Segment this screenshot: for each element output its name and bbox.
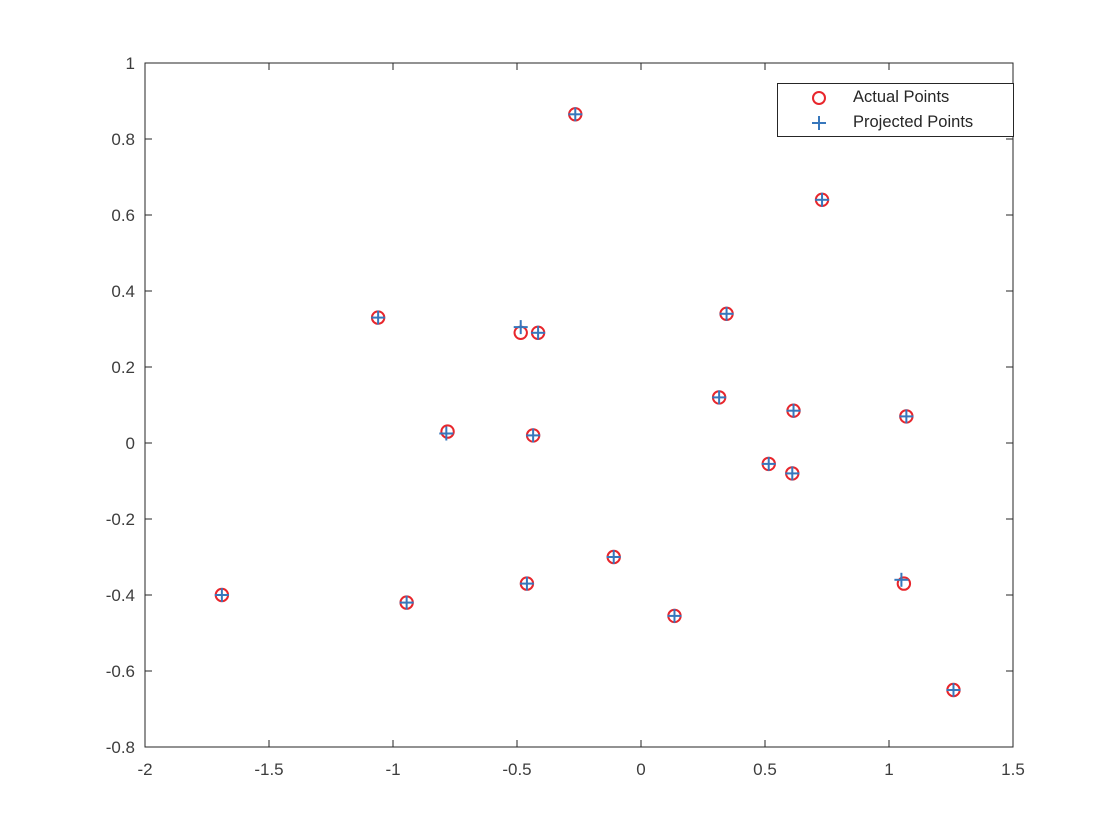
- legend-label-actual-points: Actual Points: [853, 88, 950, 106]
- x-axis-tick-label: 0.5: [753, 760, 777, 779]
- x-axis-tick-label: -1.5: [254, 760, 283, 779]
- legend-label-projected-points: Projected Points: [853, 113, 974, 131]
- legend-item-actual-points: Actual Points: [778, 85, 1013, 110]
- scatter-point-actual: [896, 576, 912, 591]
- y-axis-tick-label: 0.6: [111, 206, 135, 225]
- x-axis-tick-label: 0: [636, 760, 645, 779]
- blue-plus-marker-icon: [812, 115, 826, 130]
- legend-item-projected-points: Projected Points: [778, 110, 1013, 135]
- y-axis-tick-label: 0.4: [111, 282, 135, 301]
- y-axis-tick-label: 0.2: [111, 358, 135, 377]
- axes-box: [144, 62, 1014, 748]
- red-circle-marker-icon: [812, 90, 826, 105]
- x-axis-tick-label: -0.5: [502, 760, 531, 779]
- y-axis-tick-label: -0.6: [106, 662, 135, 681]
- x-axis-tick-label: 1.5: [1001, 760, 1025, 779]
- x-axis-tick-label: 1: [884, 760, 893, 779]
- y-axis-tick-label: -0.2: [106, 510, 135, 529]
- scatter-point-actual: [440, 424, 455, 439]
- x-axis-tick-label: -1: [385, 760, 400, 779]
- y-axis-tick-label: 0: [126, 434, 135, 453]
- y-axis-tick-label: -0.4: [106, 586, 135, 605]
- y-axis-tick-label: 1: [126, 54, 135, 73]
- y-axis-tick-label: -0.8: [106, 738, 135, 757]
- y-axis-tick-label: 0.8: [111, 130, 135, 149]
- x-axis-tick-label: -2: [137, 760, 152, 779]
- legend-box: Actual Points Projected Points: [777, 83, 1014, 137]
